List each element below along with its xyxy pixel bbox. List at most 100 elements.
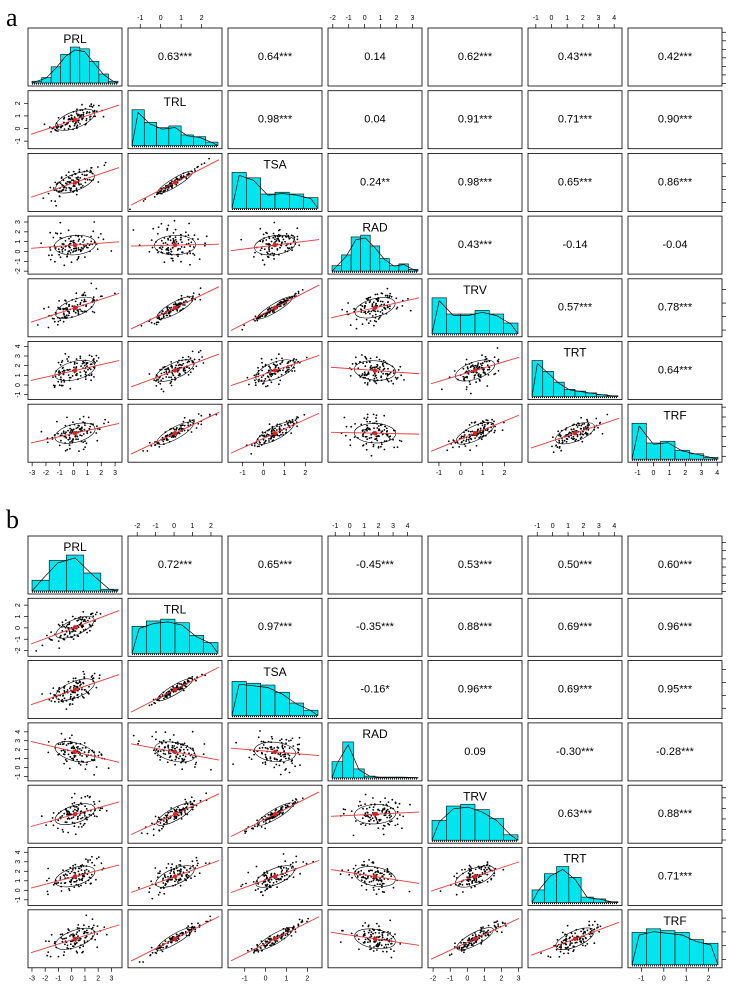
scatter-point: [76, 259, 78, 261]
scatter-point: [48, 306, 50, 308]
scatter-point: [384, 429, 386, 431]
scatter-point: [483, 370, 485, 372]
scatter-point: [552, 436, 554, 438]
scatter-point: [106, 810, 108, 812]
scatter-point: [86, 764, 88, 766]
scatter-point: [193, 292, 195, 294]
scatter-point: [399, 814, 401, 816]
scatter-point: [373, 414, 375, 416]
scatter-point: [490, 878, 492, 880]
scatter-point: [92, 918, 94, 920]
scatter-point: [168, 863, 170, 865]
scatter-point: [362, 808, 364, 810]
scatter-point: [64, 124, 66, 126]
scatter-point: [277, 934, 279, 936]
scatter-point: [47, 891, 49, 893]
scatter-point: [273, 363, 275, 365]
scatter-point: [403, 379, 405, 381]
scatter-point: [379, 359, 381, 361]
tick-label: 3: [113, 470, 117, 477]
scatter-point: [81, 693, 83, 695]
scatter-point: [149, 373, 151, 375]
scatter-point: [86, 118, 88, 120]
scatter-point: [51, 128, 53, 130]
scatter-point: [191, 923, 193, 925]
scatter-point: [159, 872, 161, 874]
scatter-point: [65, 437, 67, 439]
scatter-point: [86, 808, 88, 810]
scatter-point: [69, 369, 71, 371]
correlation: 0.62***: [458, 51, 493, 63]
scatter-point: [281, 425, 283, 427]
scatter-point: [169, 879, 171, 881]
scatter-point: [485, 356, 487, 358]
scatter-point: [475, 879, 477, 881]
scatter-point: [261, 247, 263, 249]
scatter-point: [60, 934, 62, 936]
scatter-point: [97, 166, 99, 168]
scatter-point: [68, 374, 70, 376]
scatter-point: [365, 443, 367, 445]
scatter-point: [469, 424, 471, 426]
scatter-point: [371, 862, 373, 864]
scatter-point: [362, 925, 364, 927]
scatter-point: [66, 744, 68, 746]
scatter-point: [77, 178, 79, 180]
scatter-point: [388, 815, 390, 817]
scatter-point: [495, 921, 497, 923]
scatter-point: [498, 359, 500, 361]
scatter-point: [108, 421, 110, 423]
mean-point: [373, 431, 377, 435]
scatter-point: [487, 863, 489, 865]
scatter-point: [84, 823, 86, 825]
scatter-point: [71, 758, 73, 760]
scatter-point: [76, 375, 78, 377]
scatter-point: [399, 943, 401, 945]
scatter-point: [370, 437, 372, 439]
mean-point: [173, 180, 177, 184]
scatter-point: [262, 241, 264, 243]
scatter-point: [265, 941, 267, 943]
scatter-point: [171, 307, 173, 309]
scatter-point: [76, 747, 78, 749]
scatter-point: [62, 621, 64, 623]
scatter-point: [84, 174, 86, 176]
scatter-point: [477, 429, 479, 431]
scatter-point: [59, 878, 61, 880]
scatter-point: [505, 925, 507, 927]
scatter-point: [98, 357, 100, 359]
tick-label: 3: [410, 15, 414, 22]
panel-label: a: [6, 3, 18, 32]
scatter-point: [60, 376, 62, 378]
scatter-point: [285, 867, 287, 869]
scatter-point: [373, 887, 375, 889]
scatter-point: [75, 247, 77, 249]
scatter-point: [69, 448, 71, 450]
scatter-point: [186, 869, 188, 871]
tick-label: 3: [15, 220, 22, 224]
scatter-point: [200, 800, 202, 802]
scatter-point: [188, 223, 190, 225]
scatter-point: [181, 295, 183, 297]
scatter-point: [558, 441, 560, 443]
scatter-point: [80, 365, 82, 367]
scatter-point: [263, 821, 265, 823]
scatter-point: [256, 866, 258, 868]
scatter-point: [373, 806, 375, 808]
scatter-point: [296, 425, 298, 427]
scatter-point: [85, 301, 87, 303]
scatter-point: [68, 681, 70, 683]
scatter-point: [278, 747, 280, 749]
scatter-point: [79, 418, 81, 420]
scatter-point: [255, 315, 257, 317]
scatter-point: [87, 179, 89, 181]
scatter-point: [496, 931, 498, 933]
scatter-point: [167, 761, 169, 763]
scatter-point: [80, 310, 82, 312]
scatter-point: [163, 372, 165, 374]
scatter-point: [188, 234, 190, 236]
scatter-point: [361, 885, 363, 887]
tick-label: 0: [262, 470, 266, 477]
variable-name: TRF: [663, 408, 686, 422]
histogram-bar: [675, 450, 689, 459]
